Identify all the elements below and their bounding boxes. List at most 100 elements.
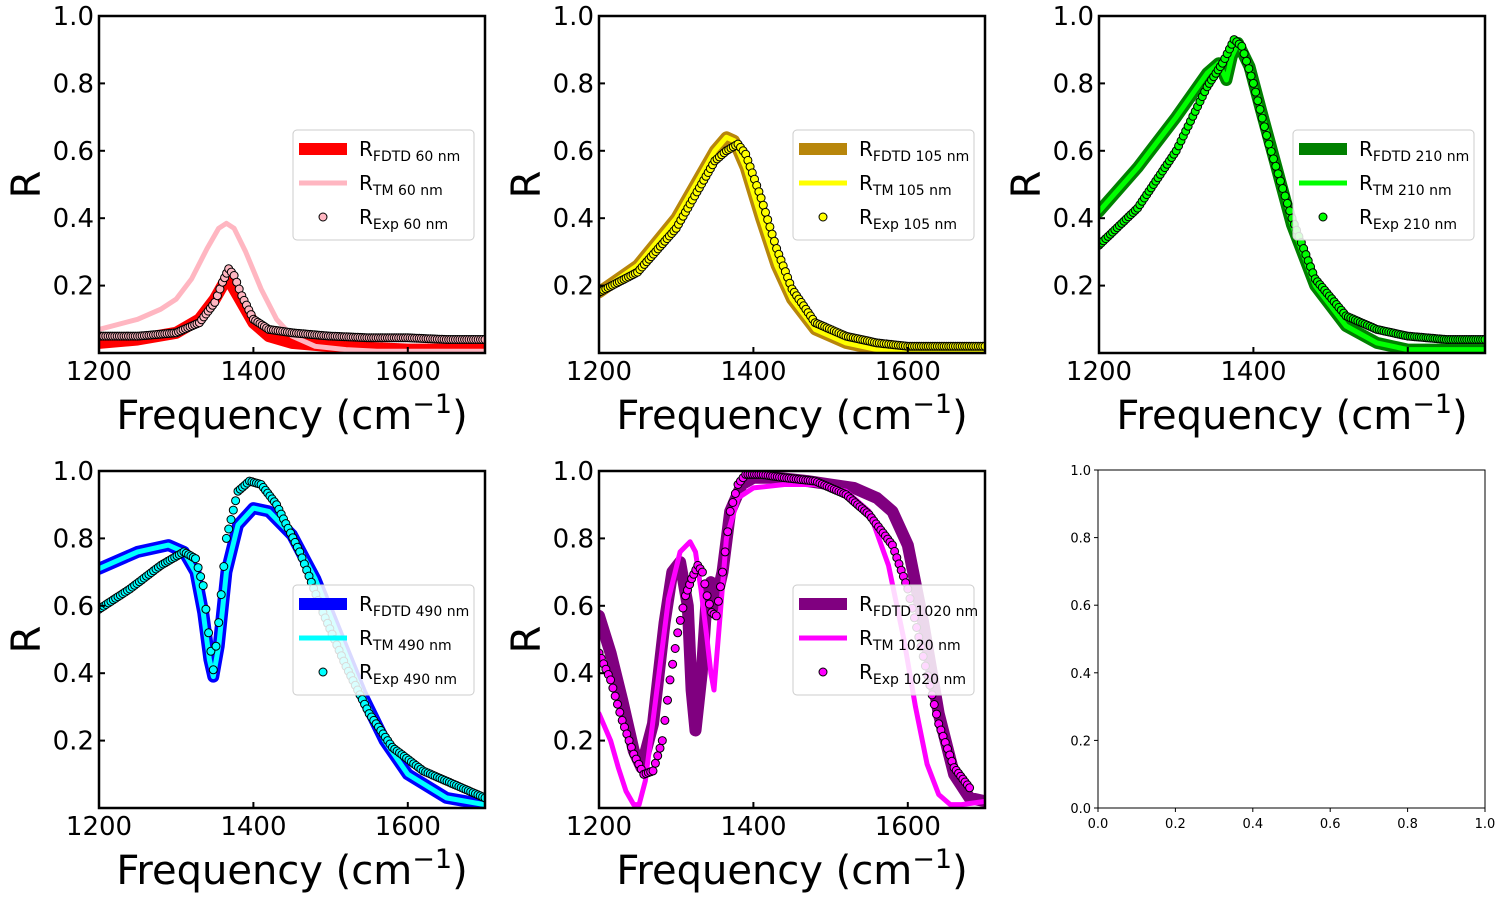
exp-point [221,533,231,543]
legend-swatch-exp [318,212,328,222]
y-axis-label: R [4,171,50,199]
x-tick-label: 1600 [875,357,941,387]
x-axis-label-text: Frequency (cm [616,848,912,894]
exp-point [1255,104,1265,114]
legend-label: RExp 490 nm [359,660,457,688]
legend-label-sub: FDTD 210 nm [1373,149,1469,165]
exp-point [730,489,740,498]
exp-point [1282,198,1292,208]
y-tick-label: 0.2 [553,272,594,302]
exp-point [929,700,939,709]
plot-frame [597,14,987,355]
y-axis-label: R [1004,171,1050,199]
legend-label: RTM 490 nm [359,626,452,654]
exp-point [704,599,714,609]
legend-label-sub: TM 60 nm [372,183,443,199]
x-axis-label: Frequency (cm−1) [116,389,467,439]
exp-point [1273,169,1283,179]
legend-label: RExp 60 nm [359,205,448,233]
exp-point [196,572,206,582]
x-tick-label: 1200 [66,812,132,842]
legend-label: RFDTD 60 nm [359,137,460,165]
exp-point [720,547,730,557]
plot-area [599,131,985,353]
exp-point [208,665,218,675]
exp-point [1266,147,1276,156]
exp-point [1275,176,1285,186]
legend-label-main: R [859,205,873,229]
y-tick-label: 0.8 [53,69,94,99]
legend-label-main: R [359,660,373,684]
exp-point [1278,184,1288,193]
x-axis-label-exponent: −1 [412,844,452,875]
y-tick-label: 0.6 [53,137,94,167]
exp-point [216,590,226,600]
legend-label-main: R [1359,205,1373,229]
chart-panel-4: 1200 1400 1600 0.2 0.4 0.6 0.8 1.0 Frequency (cm… [4,457,487,894]
exp-point [1264,139,1274,149]
exp-point [615,707,625,717]
legend-label: RExp 210 nm [1359,205,1457,233]
legend-frame [292,129,475,241]
x-axis-label-exponent: −1 [1412,389,1452,420]
y-axis-label: R [4,626,50,654]
x-axis-label-close: ) [1452,393,1468,439]
plot-area [99,220,485,353]
legend-label-sub: FDTD 60 nm [373,149,460,165]
series-tm-line [99,220,485,353]
legend-label: RFDTD 210 nm [1359,137,1469,165]
legend-swatch-exp [1318,212,1328,222]
exp-point [697,567,707,577]
exp-point [932,709,941,719]
x-tick-label: 1400 [220,357,286,387]
x-tick-label: 1400 [720,812,786,842]
exp-point [1248,78,1258,88]
x-tick-label: 1.0 [1475,817,1496,832]
chart-panel-1: 1200 1400 1600 0.2 0.4 0.6 0.8 1.0 Frequency (cm… [4,2,487,439]
exp-point [613,699,622,709]
x-tick-label: 1400 [720,357,786,387]
legend-label-main: R [1359,171,1373,195]
exp-point [191,554,200,564]
x-tick-label: 1400 [220,812,286,842]
legend-label-sub: FDTD 105 nm [873,149,969,165]
exp-point [678,603,688,613]
exp-point [700,579,710,589]
x-axis-label-text: Frequency (cm [116,848,412,894]
x-tick-label: 0.8 [1397,817,1418,832]
exp-point [211,641,221,651]
x-tick-label: 0.0 [1088,817,1109,832]
exp-point [655,743,665,753]
legend-swatch-exp [318,667,328,677]
chart-panel-2: 1200 1400 1600 0.2 0.4 0.6 0.8 1.0 Frequency (cm… [504,2,987,439]
legend-frame [1292,129,1475,241]
legend-label-sub: FDTD 1020 nm [873,604,978,620]
x-axis-label: Frequency (cm−1) [116,844,467,894]
legend-label-sub: TM 490 nm [372,638,452,654]
legend-label-main: R [359,137,373,161]
plot-area [99,476,485,808]
exp-point [673,628,683,638]
chart-panel-5: 1200 1400 1600 0.2 0.4 0.6 0.8 1.0 Frequency (cm… [504,457,987,894]
legend-label: RFDTD 105 nm [859,137,969,165]
x-tick-label: 1400 [1220,357,1286,387]
plot-frame [1097,14,1487,355]
legend-label-main: R [359,626,373,650]
legend-frame [792,584,975,696]
x-tick-label: 1200 [566,357,632,387]
exp-point [713,596,723,606]
legend-label: RFDTD 490 nm [359,592,469,620]
x-axis-label-close: ) [952,393,968,439]
exp-point [1251,87,1261,97]
legend-label: RTM 1020 nm [859,626,961,654]
y-tick-label: 1.0 [553,457,594,487]
legend-label-main: R [1359,137,1373,161]
exp-point [763,215,773,225]
plot-frame [1097,469,1486,809]
x-tick-label: 0.6 [1320,817,1341,832]
exp-point [660,715,670,725]
y-tick-label: 0.2 [1070,734,1091,749]
x-axis-label-exponent: −1 [412,389,452,420]
legend-frame [292,584,475,696]
